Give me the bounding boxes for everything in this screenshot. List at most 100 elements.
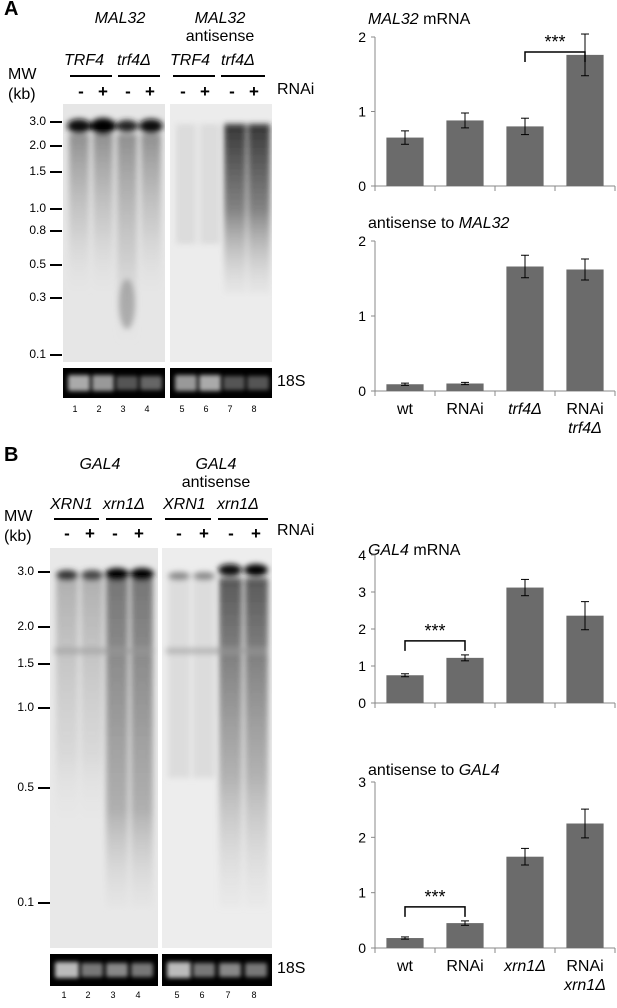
panel-b-genotype-2: xrn1Δ [103, 496, 145, 513]
chart-title-gene: MAL32 [368, 11, 419, 28]
panel-a-lane-number-5: 5 [179, 404, 185, 414]
chart-title: MAL32 mRNA [368, 11, 471, 28]
panel-b-lane-number-1: 1 [61, 990, 67, 1000]
bar-RNAi [446, 923, 484, 948]
panel-a-mw-tick-1.0 [50, 208, 62, 210]
panel-a-mw-tick-1.5 [50, 171, 62, 173]
panel-a-underline-2 [118, 75, 160, 77]
panel-b-18s-band-4 [131, 963, 153, 977]
panel-a-18s-blot-right [170, 368, 272, 398]
panel-a-mw-tick-0.5 [50, 264, 62, 266]
panel-b-lane-number-4: 4 [135, 990, 141, 1000]
y-tick-label: 2 [358, 29, 366, 45]
panel-a-lane-number-7: 7 [227, 404, 233, 414]
panel-b-mw-1.5: 1.5 [17, 656, 34, 670]
panel-b-mw-1.0: 1.0 [17, 700, 34, 714]
panel-a-underline-4 [221, 75, 265, 77]
bar-RNAi [446, 657, 484, 703]
panel-a-mw-tick-0.8 [50, 230, 62, 232]
panel-b-lane-number-8: 8 [251, 990, 257, 1000]
bar-RNAi trf4Δ [566, 269, 604, 391]
panel-a-mw-tick-0.1 [50, 354, 62, 356]
panel-a-northern-blot-antisense [170, 104, 272, 362]
significance-bracket [404, 906, 466, 917]
panel-b-title-antisense: GAL4 antisense [166, 456, 266, 492]
panel-a-18s-label: 18S [277, 373, 306, 390]
x-label: RNAi [446, 958, 483, 975]
chart-title: antisense to MAL32 [368, 215, 510, 232]
bar-wt [386, 384, 424, 391]
y-tick-label: 2 [358, 233, 366, 249]
y-tick-label: 1 [358, 658, 366, 674]
bar-wt [386, 675, 424, 703]
panel-a-mw-1.0: 1.0 [29, 201, 46, 215]
panel-b-title-gal4: GAL4 [79, 456, 121, 473]
significance-label: *** [424, 887, 445, 907]
panel-b-18s-band-1 [55, 962, 79, 978]
panel-b-underline-2 [106, 518, 152, 520]
panel-b-mw-tick-0.1 [38, 902, 50, 904]
x-label: trf4Δ [508, 401, 542, 418]
bar-xrn1Δ [506, 587, 544, 703]
chart-antisense-mal32: antisense to MAL32 0 1 2 wt RNAi trf4Δ RNAi trf4… [358, 215, 616, 437]
chart-gal4-mrna: GAL4 mRNA 0 1 2 3 4 *** [358, 542, 616, 711]
significance-bracket [524, 51, 586, 62]
panel-b-genotype-1: XRN1 [50, 496, 93, 513]
panel-a-lane4-plus: + [145, 82, 155, 101]
significance-label: *** [544, 32, 565, 52]
panel-a-18s-band-7 [223, 376, 245, 390]
panel-b-lane1-minus: - [64, 524, 70, 543]
x-label: RNAi [446, 401, 483, 418]
panel-b-18s-band-5 [167, 962, 191, 978]
panel-a-genotype-4: trf4Δ [221, 52, 255, 69]
y-tick-label: 3 [358, 584, 366, 600]
significance-label: *** [424, 621, 445, 641]
y-tick-label: 2 [358, 621, 366, 637]
x-label: wt [396, 958, 414, 975]
panel-b-mw-tick-2.0 [38, 626, 50, 628]
panel-b-rnai-label: RNAi [277, 522, 315, 539]
panel-b-lane-number-7: 7 [225, 990, 231, 1000]
bar-xrn1Δ [506, 856, 544, 948]
panel-b-genotype-3: XRN1 [163, 496, 206, 513]
panel-a-lane7-minus: - [229, 82, 235, 101]
panel-b-18s-blot-left [50, 954, 158, 986]
chart-antisense-gal4: antisense to GAL4 0 1 2 3 wt RNAi xrn1Δ RNAi xrn1… [358, 762, 616, 994]
panel-b-18s-band-7 [219, 963, 241, 977]
panel-b-title-antisense-gene: GAL4 [195, 456, 237, 473]
panel-a-18s-band-8 [247, 376, 269, 390]
panel-a-genotype-2: trf4Δ [117, 52, 151, 69]
y-tick-label: 0 [358, 383, 366, 399]
panel-b-mw-2.0: 2.0 [17, 619, 34, 633]
bar-trf4Δ [506, 126, 544, 186]
panel-b-18s-band-6 [193, 963, 215, 977]
panel-a-lane-number-6: 6 [203, 404, 209, 414]
panel-b-lane-number-6: 6 [199, 990, 205, 1000]
panel-a-18s-band-4 [140, 376, 162, 390]
panel-b-lane3-minus: - [112, 524, 118, 543]
chart-title-text: antisense to [368, 215, 459, 232]
panel-b-underline-1 [54, 518, 99, 520]
panel-a-18s-band-2 [92, 375, 114, 391]
panel-b-letter: B [4, 444, 19, 466]
panel-a-rnai-label: RNAi [277, 81, 315, 98]
panel-a-lane5-minus: - [180, 82, 186, 101]
panel-b-title-antisense-word: antisense [181, 474, 251, 491]
panel-b-lane6-plus: + [199, 524, 209, 543]
panel-b-mw-tick-0.5 [38, 787, 50, 789]
panel-a-lane-number-4: 4 [144, 404, 150, 414]
panel-b-lane4-plus: + [134, 524, 144, 543]
x-label: xrn1Δ [563, 977, 606, 994]
panel-a-18s-band-5 [175, 375, 197, 391]
panel-b-lane-number-2: 2 [85, 990, 91, 1000]
panel-b-mw-label: MW [4, 508, 33, 525]
panel-a-lane-number-1: 1 [72, 404, 78, 414]
panel-a-mw-0.5: 0.5 [29, 257, 46, 271]
panel-b-mw-tick-3.0 [38, 571, 50, 573]
bar-RNAi trf4Δ [566, 54, 604, 186]
panel-b-mw-tick-1.0 [38, 707, 50, 709]
panel-a-mw-0.1: 0.1 [29, 347, 46, 361]
panel-a-mw-tick-3.0 [50, 121, 62, 123]
panel-a-genotype-3: TRF4 [170, 52, 210, 69]
panel-b-18s-blot-right [162, 954, 272, 986]
